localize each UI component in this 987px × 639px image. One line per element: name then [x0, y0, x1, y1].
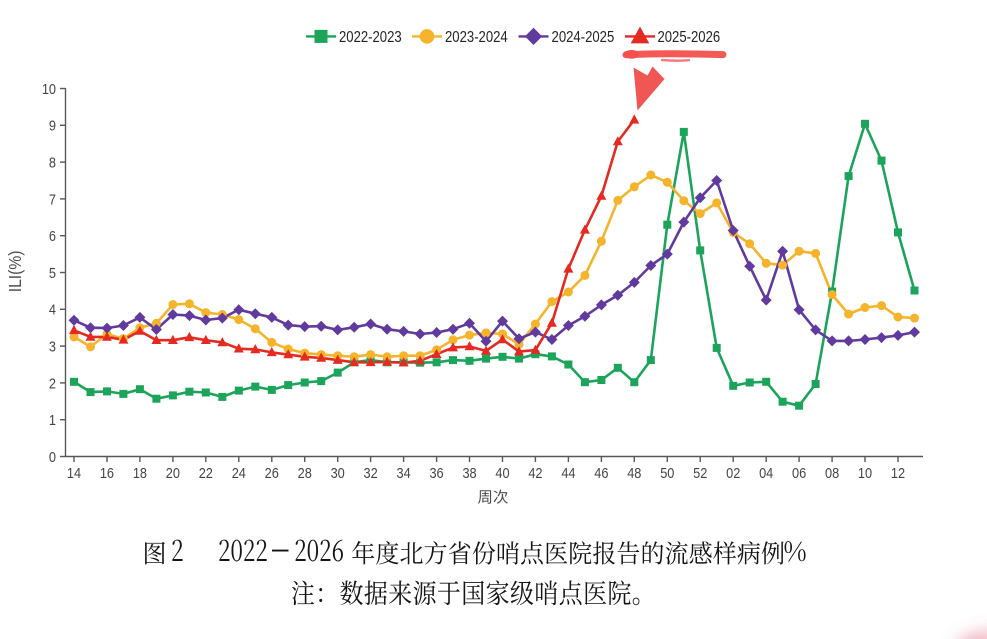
svg-text:52: 52 — [693, 464, 707, 481]
svg-text:10: 10 — [42, 80, 56, 97]
svg-text:9: 9 — [49, 117, 56, 134]
svg-text:26: 26 — [265, 464, 279, 481]
svg-text:16: 16 — [100, 464, 114, 481]
svg-text:28: 28 — [298, 464, 312, 481]
svg-text:14: 14 — [67, 464, 81, 481]
svg-text:3: 3 — [49, 337, 56, 354]
svg-text:12: 12 — [891, 464, 905, 481]
svg-text:30: 30 — [331, 464, 345, 481]
svg-text:0: 0 — [49, 448, 56, 465]
svg-text:4: 4 — [49, 301, 56, 318]
svg-text:10: 10 — [858, 464, 872, 481]
svg-text:5: 5 — [49, 264, 56, 281]
svg-text:2022-2023: 2022-2023 — [339, 29, 402, 46]
svg-text:7: 7 — [49, 190, 56, 207]
svg-text:20: 20 — [166, 464, 180, 481]
svg-text:2025-2026: 2025-2026 — [657, 29, 720, 46]
svg-text:42: 42 — [528, 464, 542, 481]
svg-text:02: 02 — [726, 464, 740, 481]
svg-text:44: 44 — [561, 464, 575, 481]
svg-text:2024-2025: 2024-2025 — [552, 29, 615, 46]
svg-text:1: 1 — [49, 411, 56, 428]
svg-text:34: 34 — [397, 464, 411, 481]
svg-text:38: 38 — [462, 464, 476, 481]
svg-text:46: 46 — [594, 464, 608, 481]
svg-text:50: 50 — [660, 464, 674, 481]
svg-text:32: 32 — [364, 464, 378, 481]
svg-text:36: 36 — [429, 464, 443, 481]
svg-text:24: 24 — [232, 464, 246, 481]
svg-text:2: 2 — [49, 374, 56, 391]
svg-text:6: 6 — [49, 227, 56, 244]
svg-text:18: 18 — [133, 464, 147, 481]
svg-text:48: 48 — [627, 464, 641, 481]
svg-text:8: 8 — [49, 153, 56, 170]
svg-text:08: 08 — [825, 464, 839, 481]
svg-text:06: 06 — [792, 464, 806, 481]
svg-text:2023-2024: 2023-2024 — [445, 29, 508, 46]
svg-text:ILI(%): ILI(%) — [5, 251, 25, 293]
svg-text:40: 40 — [495, 464, 509, 481]
svg-text:04: 04 — [759, 464, 773, 481]
svg-text:22: 22 — [199, 464, 213, 481]
